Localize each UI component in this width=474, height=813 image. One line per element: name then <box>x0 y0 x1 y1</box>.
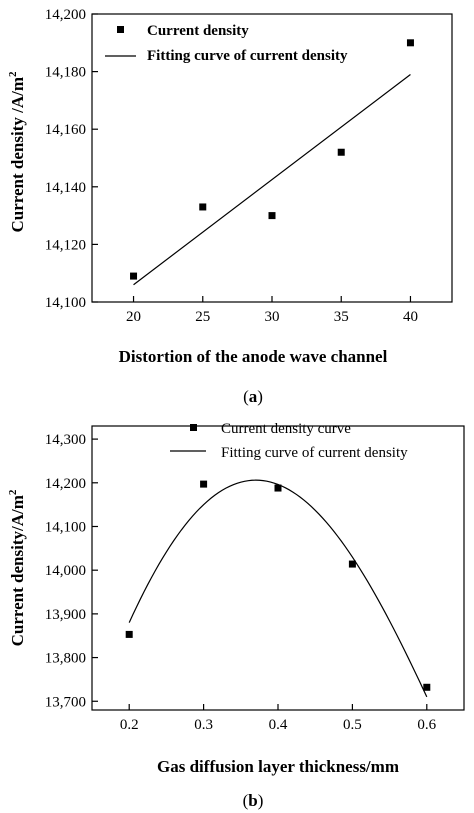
legend-a-marker-icon <box>117 26 124 33</box>
chart-a-y-tick-label: 14,120 <box>45 237 86 253</box>
legend-b-item-1: Current density curve <box>221 421 351 437</box>
chart-a-legend: Current density Fitting curve of current… <box>105 23 348 64</box>
chart-a-y-tick-label: 14,160 <box>45 122 86 138</box>
chart-a-x-tick-label: 20 <box>126 309 141 325</box>
chart-a-fit-line <box>133 74 411 286</box>
chart-a-data-point <box>268 212 276 220</box>
chart-b-x-tick-label: 0.6 <box>417 717 436 733</box>
chart-b-data-point <box>200 480 208 488</box>
chart-a-points <box>130 39 414 280</box>
chart-a-y-axis-title-main: Current density /A/m <box>8 77 27 233</box>
chart-a-x-tick-label: 40 <box>403 309 418 325</box>
chart-a-y-tick-label: 14,100 <box>45 295 86 311</box>
chart-b-data-point <box>274 484 282 492</box>
chart-b-data-point <box>423 683 431 691</box>
chart-b-y-tick-label: 13,900 <box>45 607 86 623</box>
chart-a-y-axis-title: Current density /A/m2 <box>7 71 27 233</box>
chart-b-y-axis-title: Current density/A/m2 <box>7 489 27 646</box>
chart-b-y-tick-label: 14,100 <box>45 519 86 535</box>
chart-b-y-ticks: 13,700 13,800 13,900 14,000 14,100 14,200 14,3… <box>45 432 98 710</box>
chart-a: 20 25 30 35 40 14,100 14,120 14,140 14,160 14,18… <box>7 7 453 406</box>
legend-a-item-2: Fitting curve of current density <box>147 48 348 64</box>
chart-b-panel-close: ) <box>258 791 264 810</box>
chart-b-panel-open: ( <box>243 791 249 810</box>
chart-b-y-tick-label: 14,200 <box>45 476 86 492</box>
chart-b-legend: Current density curve Fitting curve of c… <box>170 421 408 461</box>
chart-b-y-tick-label: 13,700 <box>45 694 86 710</box>
chart-b-panel-letter: b <box>248 791 257 810</box>
chart-a-x-tick-label: 30 <box>265 309 280 325</box>
chart-a-data-point <box>130 272 138 280</box>
chart-a-panel-letter: a <box>249 387 258 406</box>
chart-a-panel-open: ( <box>243 387 249 406</box>
chart-a-y-ticks: 14,100 14,120 14,140 14,160 14,180 14,200 <box>45 7 98 311</box>
chart-b-x-tick-label: 0.4 <box>269 717 288 733</box>
chart-b-panel-label: (b) <box>243 791 264 810</box>
chart-a-panel-close: ) <box>257 387 263 406</box>
chart-a-y-tick-label: 14,200 <box>45 7 86 23</box>
chart-b-x-tick-label: 0.2 <box>120 717 139 733</box>
chart-a-data-point <box>406 39 414 47</box>
legend-b-marker-icon <box>190 424 197 431</box>
chart-a-data-point <box>337 148 345 156</box>
chart-b-x-tick-label: 0.5 <box>343 717 362 733</box>
chart-b-y-tick-label: 14,300 <box>45 432 86 448</box>
chart-b-data-point <box>348 560 356 568</box>
legend-b-item-2: Fitting curve of current density <box>221 445 408 461</box>
chart-b-y-axis-title-main: Current density/A/m <box>8 495 27 646</box>
chart-b: 0.2 0.3 0.4 0.5 0.6 13,700 13,800 13,900 14,000… <box>7 421 465 810</box>
chart-b-points <box>125 480 431 691</box>
chart-a-panel-label: (a) <box>243 387 263 406</box>
chart-a-x-ticks: 20 25 30 35 40 <box>126 296 418 325</box>
chart-a-x-axis-title: Distortion of the anode wave channel <box>119 347 388 366</box>
chart-b-x-ticks: 0.2 0.3 0.4 0.5 0.6 <box>120 704 437 733</box>
chart-b-y-tick-label: 13,800 <box>45 651 86 667</box>
chart-b-x-tick-label: 0.3 <box>194 717 213 733</box>
chart-b-x-axis-title: Gas diffusion layer thickness/mm <box>157 757 399 776</box>
chart-a-data-point <box>199 203 207 211</box>
chart-b-y-axis-title-sup: 2 <box>7 489 19 495</box>
chart-b-y-tick-label: 14,000 <box>45 563 86 579</box>
chart-a-y-tick-label: 14,140 <box>45 180 86 196</box>
chart-b-plot-frame <box>91 425 465 711</box>
chart-b-data-point <box>125 630 133 638</box>
chart-a-x-tick-label: 35 <box>334 309 349 325</box>
chart-b-fit-curve <box>128 479 428 698</box>
chart-a-y-axis-title-sup: 2 <box>7 71 19 77</box>
chart-a-y-tick-label: 14,180 <box>45 65 86 81</box>
chart-a-x-tick-label: 25 <box>195 309 210 325</box>
legend-a-item-1: Current density <box>147 23 249 39</box>
